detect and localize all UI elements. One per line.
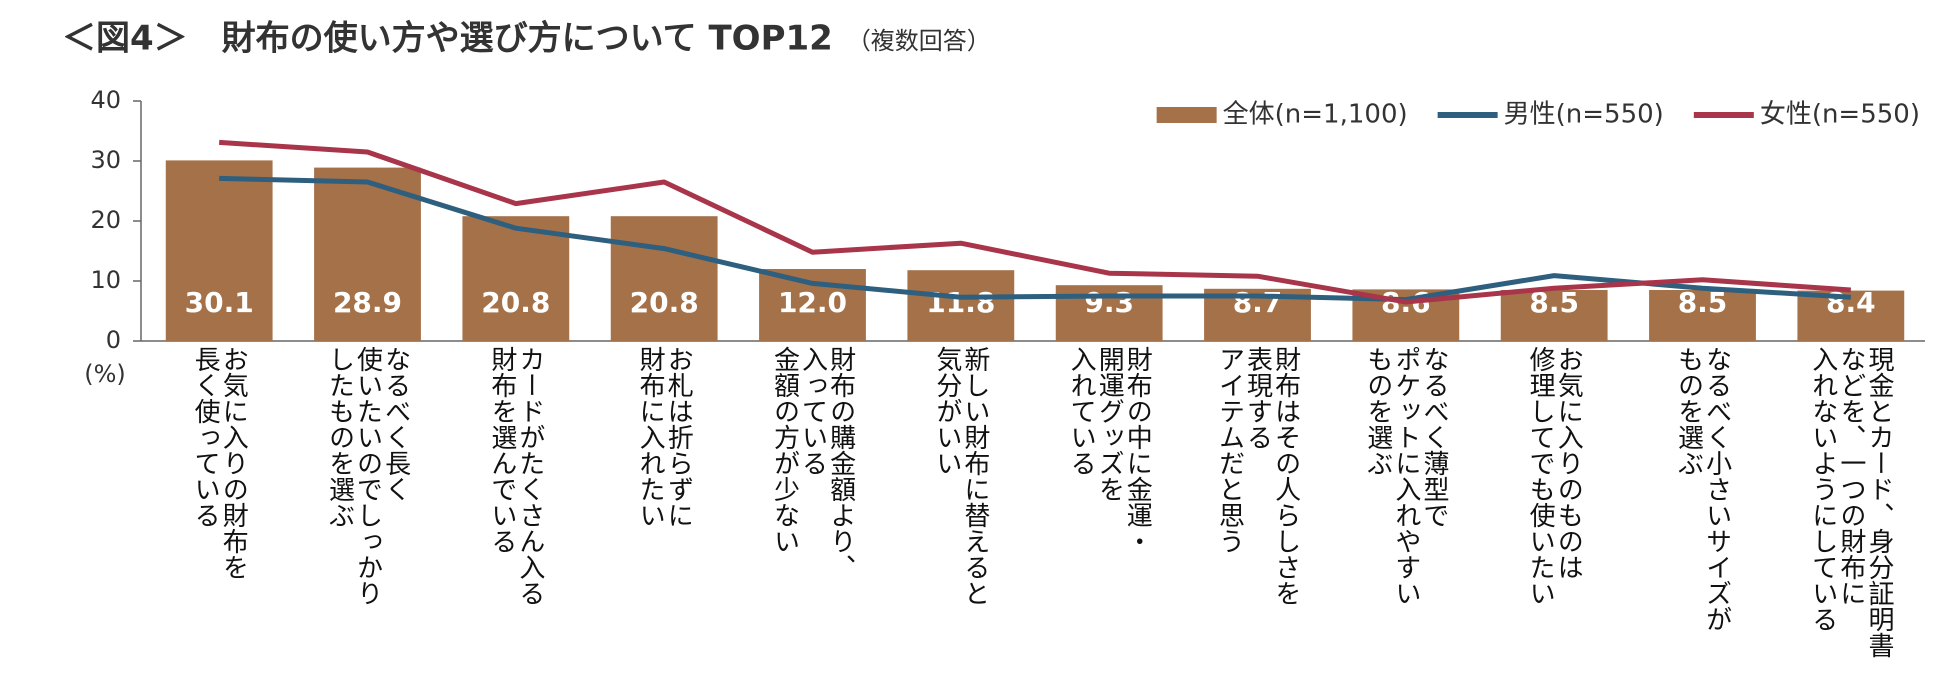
chart-subtitle: （複数回答） (847, 27, 991, 55)
data-label: 30.1 (185, 286, 254, 319)
bar (165, 160, 273, 341)
line (219, 139, 1852, 305)
data-label: 20.8 (481, 286, 550, 319)
data-label: 8.7 (1233, 286, 1283, 319)
data-label: 8.4 (1826, 286, 1876, 319)
chart-title: ＜図4＞ 財布の使い方や選び方について TOP12 (62, 19, 833, 59)
x-tick-label: 財布の購金額より、 入っている 金額の方が少ない (769, 346, 856, 580)
bar (907, 270, 1015, 341)
legend-label: 男性(n=550) (1504, 100, 1664, 130)
x-tick-label: 財布はその人らしさを 表現する アイテムだと思う (1214, 346, 1301, 606)
bar (314, 167, 421, 341)
legend-label: 女性(n=550) (1760, 100, 1920, 130)
legend-swatch (1156, 107, 1217, 123)
bar (1649, 290, 1756, 341)
bar (462, 216, 570, 341)
y-tick-label: 0 (106, 326, 121, 354)
y-tick-label: 30 (90, 146, 121, 174)
legend-label: 全体(n=1,100) (1223, 100, 1408, 130)
line (219, 175, 1851, 303)
x-tick-label: なるべく長く 使いたいのでしっかり したものを選ぶ (324, 346, 411, 606)
y-axis-label: (%) (84, 360, 126, 388)
y-tick-label: 20 (90, 206, 121, 234)
bar (1797, 290, 1905, 341)
x-tick-label: 新しい財布に替えると 気分がいい (931, 346, 990, 606)
data-label: 28.9 (333, 286, 402, 319)
x-tick-label: お札は折らずに 財布に入れたい (635, 346, 694, 528)
y-tick-label: 10 (90, 266, 121, 294)
bar (1500, 290, 1608, 341)
x-tick-label: 財布の中に金運・ 開運グッズを 入れている (1066, 346, 1153, 554)
y-tick-label: 40 (90, 86, 121, 114)
data-label: 20.8 (630, 286, 699, 319)
data-label: 9.3 (1084, 286, 1134, 319)
x-tick-label: お気に入りの財布を 長く使っている (190, 346, 249, 580)
data-label: 11.8 (926, 286, 995, 319)
x-tick-label: カードがたくさん入る 財布を選んでいる (486, 346, 545, 606)
x-tick-label: 現金とカード、身分証明書 などを、一つの財布に 入れないようにしている (1807, 346, 1894, 658)
x-tick-label: お気に入りのものは 修理してでも使いたい (1525, 346, 1584, 606)
x-tick-label: なるべく小さいサイズが ものを選ぶ (1673, 346, 1732, 632)
bar (610, 216, 718, 341)
data-label: 12.0 (778, 286, 847, 319)
x-tick-label: なるべく薄型で ポケットに入れやすい ものを選ぶ (1362, 346, 1449, 606)
